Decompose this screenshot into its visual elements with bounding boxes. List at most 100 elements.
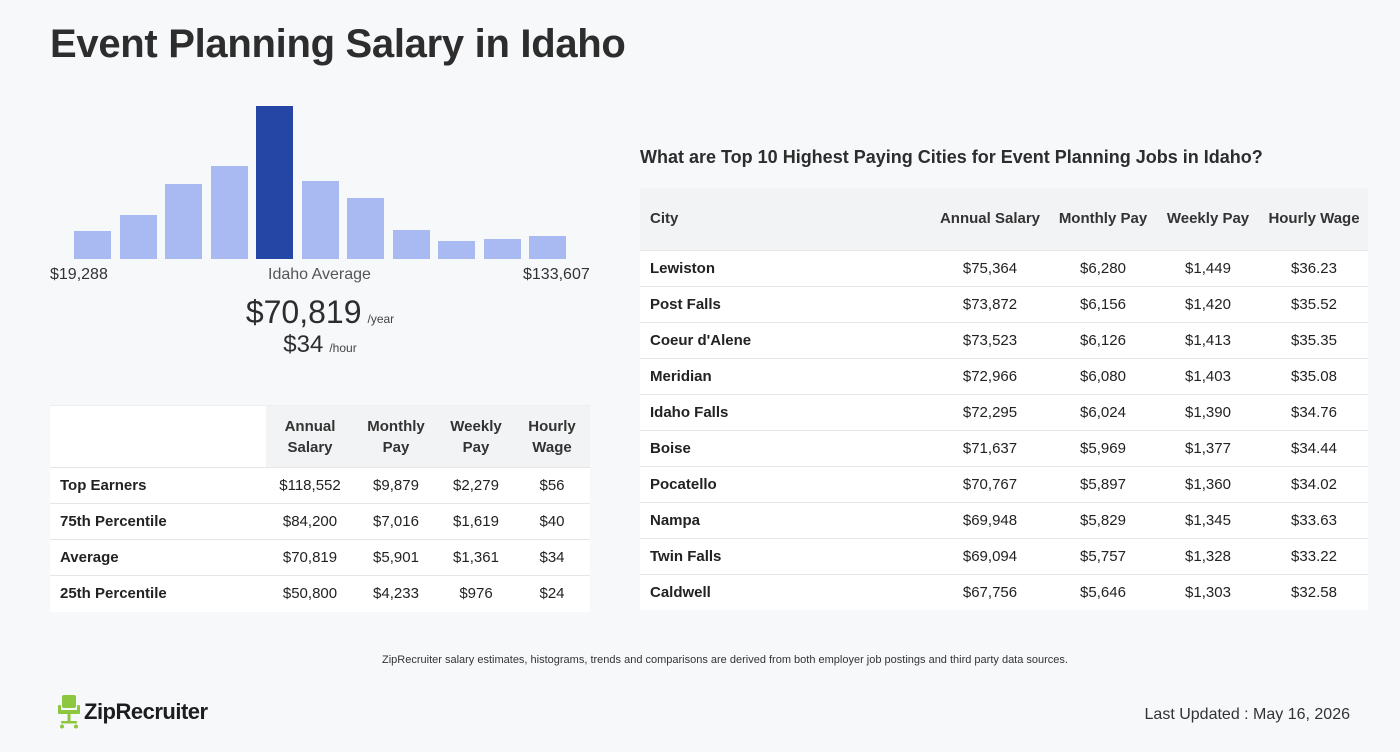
brand-name: ZipRecruiter [84,699,208,724]
histogram-average-label: Idaho Average [268,266,371,283]
row-label: 75th Percentile [50,503,266,540]
ziprecruiter-logo[interactable]: ZipRecruiter [58,695,208,729]
cell-monthly: $5,969 [1050,429,1156,466]
cell-weekly: $1,345 [1156,501,1260,538]
cell-weekly: $1,303 [1156,573,1260,610]
cell-weekly: $976 [438,575,514,612]
cell-annual: $70,767 [930,465,1050,502]
cell-monthly: $6,080 [1050,357,1156,394]
histogram-bar [120,215,157,259]
table-row: Caldwell $67,756 $5,646 $1,303 $32.58 [640,573,1368,610]
cell-hourly: $36.23 [1260,249,1368,286]
header-annual-salary: Annual Salary [930,188,1050,250]
cell-weekly: $2,279 [438,467,514,504]
histogram-min-label: $19,288 [50,266,108,283]
cell-annual: $84,200 [266,503,354,540]
histogram-bar [74,231,111,259]
row-label: Average [50,539,266,576]
city-name: Idaho Falls [640,393,930,430]
cell-weekly: $1,420 [1156,285,1260,322]
city-name: Nampa [640,501,930,538]
cell-monthly: $5,901 [354,539,438,576]
cell-hourly: $33.22 [1260,537,1368,574]
header-city: City [640,188,930,250]
average-yearly-unit: /year [367,312,395,326]
table-row: Top Earners $118,552 $9,879 $2,279 $56 [50,467,590,504]
header-weekly-pay: Weekly Pay [438,405,514,468]
cell-hourly: $34.44 [1260,429,1368,466]
city-name: Pocatello [640,465,930,502]
chair-icon [58,695,80,729]
cell-hourly: $32.58 [1260,573,1368,610]
cell-annual: $118,552 [266,467,354,504]
histogram-bar [393,230,430,259]
header-monthly-pay: Monthly Pay [1050,188,1156,250]
cell-hourly: $35.52 [1260,285,1368,322]
table-row: 75th Percentile $84,200 $7,016 $1,619 $4… [50,503,590,540]
cell-hourly: $56 [514,467,590,504]
cell-hourly: $40 [514,503,590,540]
header-weekly-pay: Weekly Pay [1156,188,1260,250]
cell-weekly: $1,449 [1156,249,1260,286]
table-row: Post Falls $73,872 $6,156 $1,420 $35.52 [640,285,1368,322]
cell-annual: $73,523 [930,321,1050,358]
cell-weekly: $1,619 [438,503,514,540]
cell-monthly: $6,024 [1050,393,1156,430]
city-name: Coeur d'Alene [640,321,930,358]
cell-annual: $69,094 [930,537,1050,574]
cell-weekly: $1,413 [1156,321,1260,358]
table-row: Twin Falls $69,094 $5,757 $1,328 $33.22 [640,537,1368,574]
table-row: Nampa $69,948 $5,829 $1,345 $33.63 [640,501,1368,538]
cell-monthly: $5,757 [1050,537,1156,574]
cell-hourly: $33.63 [1260,501,1368,538]
cell-hourly: $35.08 [1260,357,1368,394]
table-row: Lewiston $75,364 $6,280 $1,449 $36.23 [640,249,1368,286]
cities-table: City Annual Salary Monthly Pay Weekly Pa… [640,188,1368,610]
salary-histogram [74,106,574,259]
cell-monthly: $6,280 [1050,249,1156,286]
table-row: Boise $71,637 $5,969 $1,377 $34.44 [640,429,1368,466]
histogram-bar [211,166,248,259]
average-hourly-value: $34 [283,331,324,358]
city-name: Post Falls [640,285,930,322]
cell-monthly: $6,156 [1050,285,1156,322]
city-name: Meridian [640,357,930,394]
average-yearly: $70,819/year [50,294,590,331]
city-name: Caldwell [640,573,930,610]
cell-weekly: $1,360 [1156,465,1260,502]
cell-annual: $50,800 [266,575,354,612]
cell-monthly: $4,233 [354,575,438,612]
table-row: 25th Percentile $50,800 $4,233 $976 $24 [50,575,590,612]
average-yearly-value: $70,819 [245,294,362,330]
table-row: Idaho Falls $72,295 $6,024 $1,390 $34.76 [640,393,1368,430]
cell-monthly: $5,829 [1050,501,1156,538]
cell-annual: $72,966 [930,357,1050,394]
cell-hourly: $35.35 [1260,321,1368,358]
average-hourly-unit: /hour [329,341,357,355]
header-annual-salary: Annual Salary [266,405,354,468]
table-row: Meridian $72,966 $6,080 $1,403 $35.08 [640,357,1368,394]
histogram-bar [165,184,202,259]
cell-hourly: $24 [514,575,590,612]
percentile-table: Annual Salary Monthly Pay Weekly Pay Hou… [50,405,590,612]
page-title: Event Planning Salary in Idaho [50,22,626,66]
cell-hourly: $34 [514,539,590,576]
city-name: Lewiston [640,249,930,286]
table-row: Coeur d'Alene $73,523 $6,126 $1,413 $35.… [640,321,1368,358]
cell-annual: $73,872 [930,285,1050,322]
cell-annual: $67,756 [930,573,1050,610]
histogram-bar [484,239,521,259]
cell-monthly: $5,646 [1050,573,1156,610]
average-hourly: $34/hour [50,331,590,359]
percentile-table-header: Annual Salary Monthly Pay Weekly Pay Hou… [50,405,590,468]
cell-monthly: $9,879 [354,467,438,504]
cell-weekly: $1,361 [438,539,514,576]
city-name: Twin Falls [640,537,930,574]
cell-hourly: $34.76 [1260,393,1368,430]
cell-weekly: $1,403 [1156,357,1260,394]
cell-monthly: $7,016 [354,503,438,540]
cell-hourly: $34.02 [1260,465,1368,502]
histogram-max-label: $133,607 [523,266,590,283]
cell-annual: $69,948 [930,501,1050,538]
cell-annual: $70,819 [266,539,354,576]
